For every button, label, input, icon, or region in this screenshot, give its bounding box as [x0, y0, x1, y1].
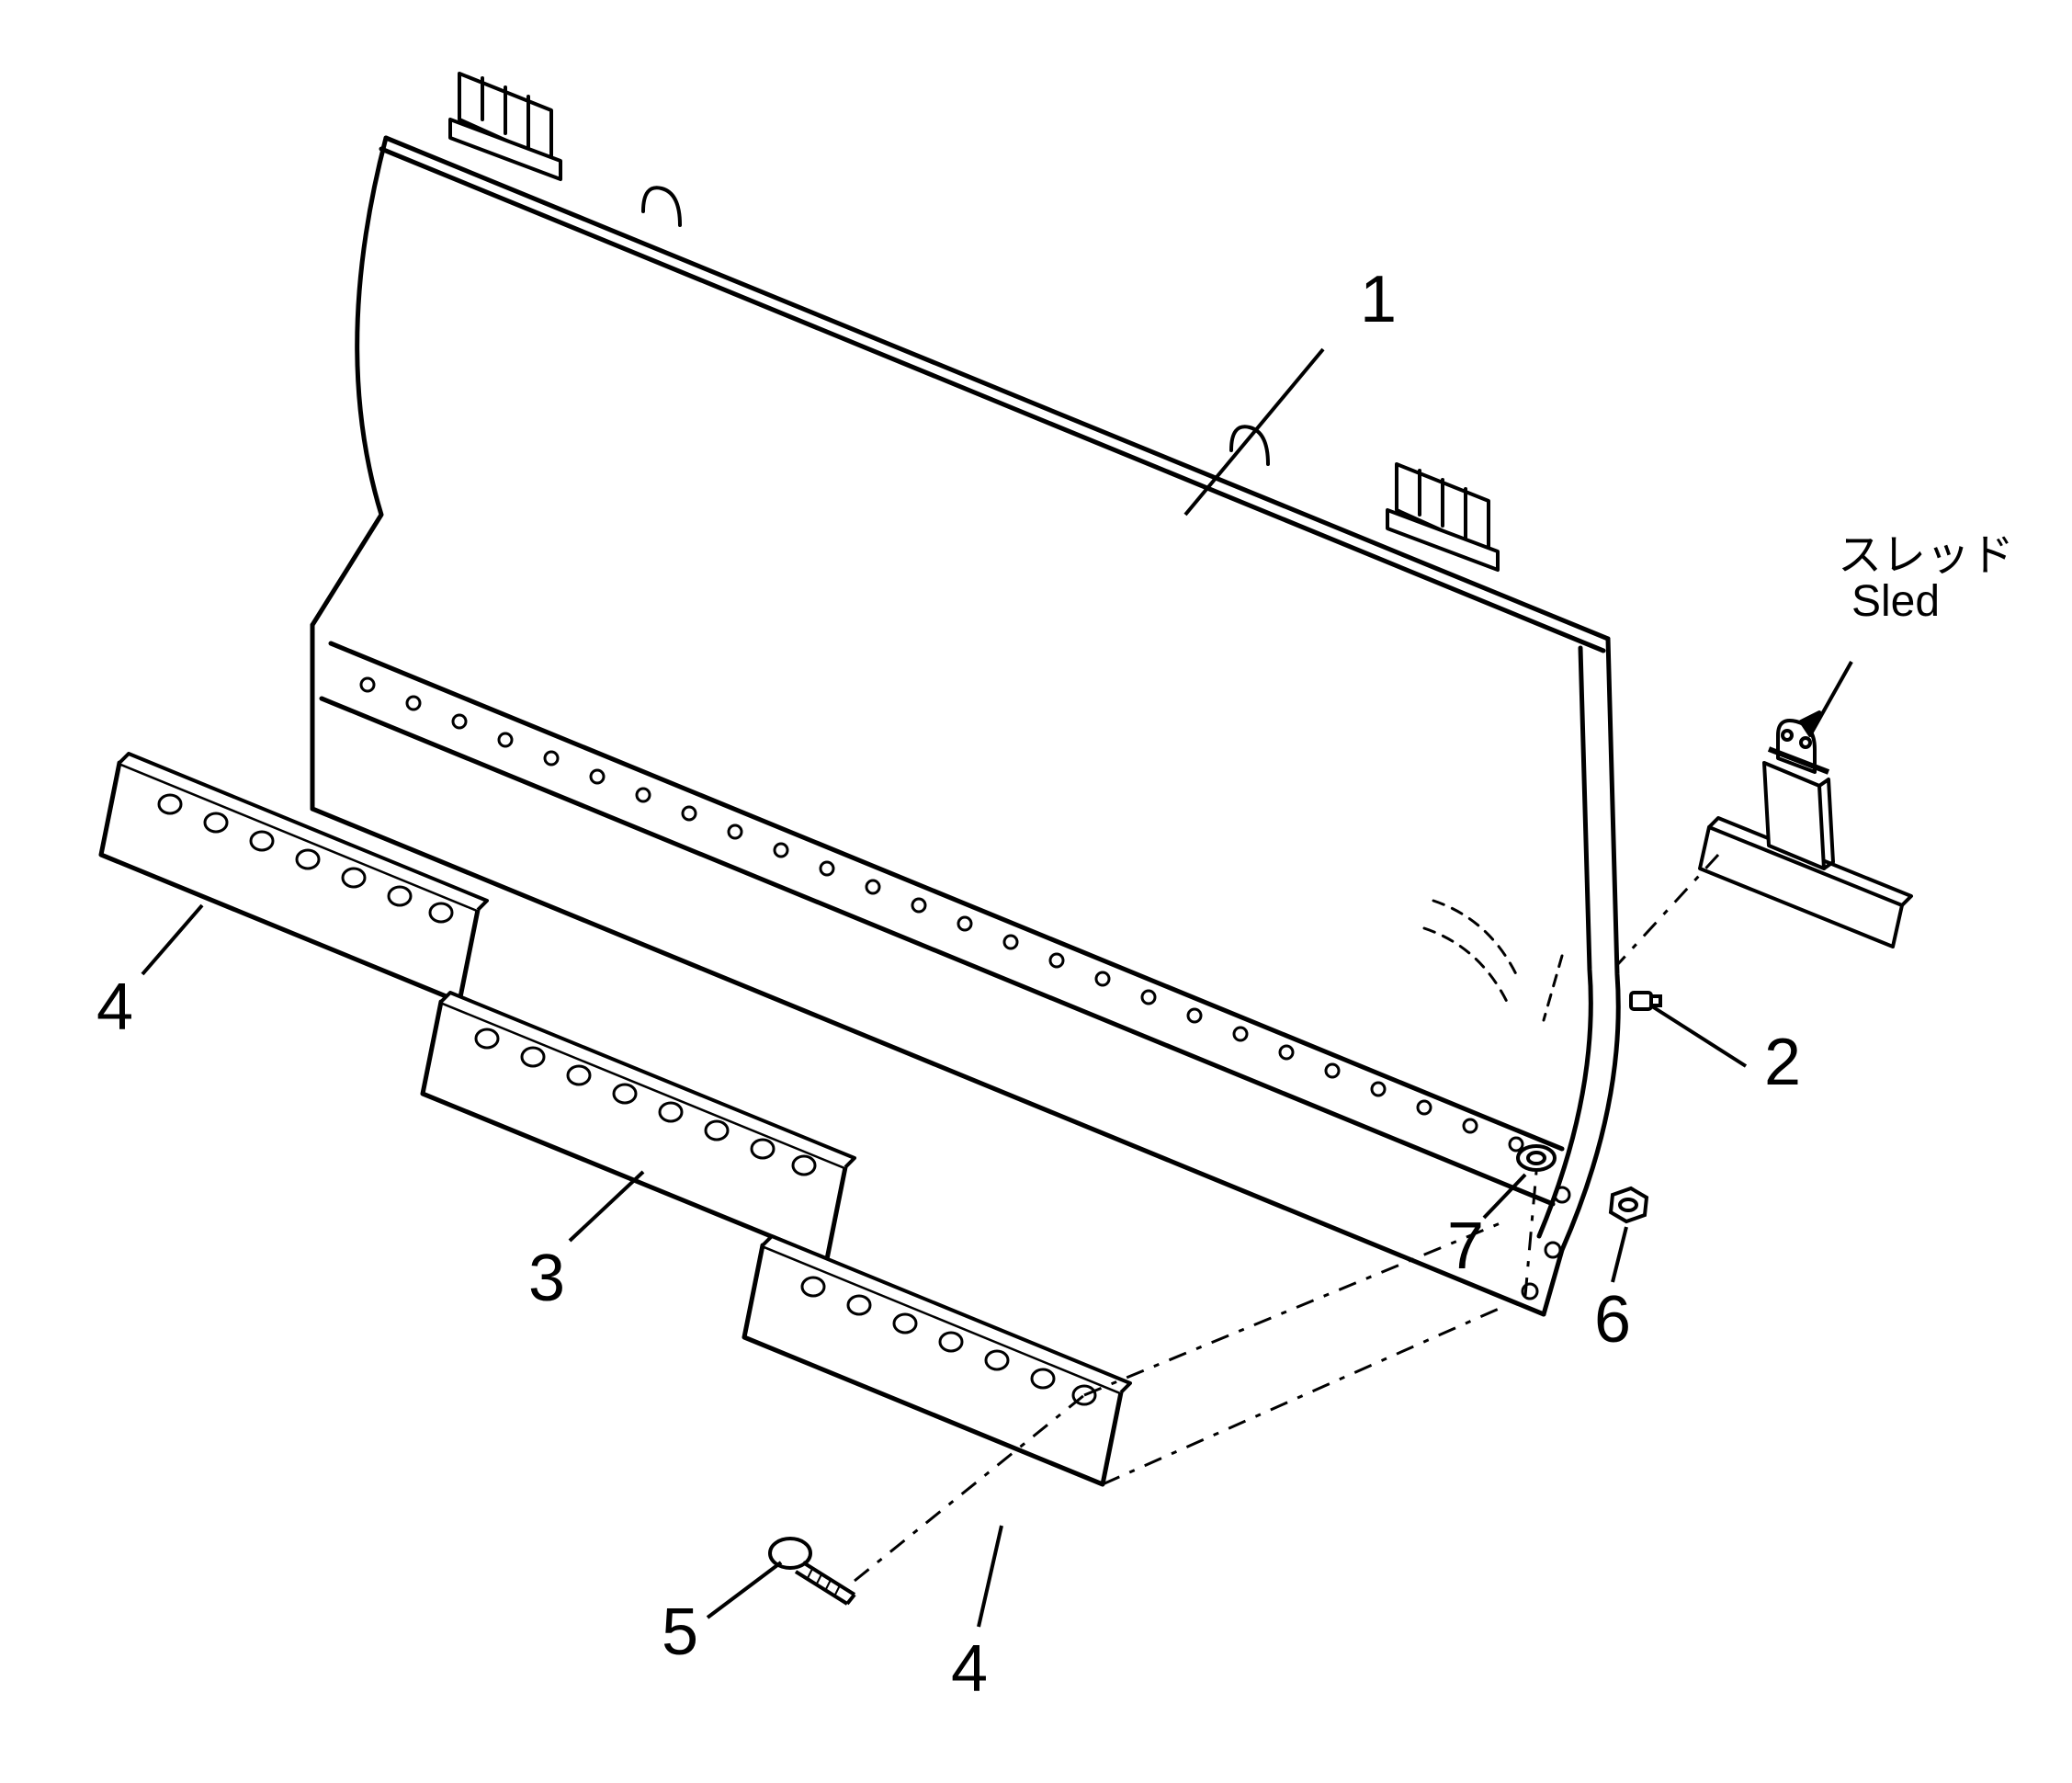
cutting-edge-end-left — [101, 754, 487, 1002]
nut — [1611, 1188, 1647, 1221]
washer — [1518, 1146, 1555, 1170]
sled-label-en: Sled — [1851, 577, 1940, 626]
callout-leaders — [142, 349, 1746, 1627]
sled — [1700, 662, 1911, 947]
cutting-edge-end-right — [744, 1236, 1130, 1484]
plow-bolt — [770, 1539, 855, 1604]
pin-bolt — [1631, 993, 1660, 1009]
callout-4a: 4 — [96, 971, 133, 1044]
cutting-edge-center — [423, 993, 855, 1259]
callout-5: 5 — [662, 1596, 698, 1669]
callout-2: 2 — [1764, 1026, 1801, 1099]
callout-1: 1 — [1360, 263, 1397, 336]
diagram-canvas: スレッド Sled — [0, 0, 2072, 1783]
callout-6: 6 — [1594, 1283, 1631, 1357]
cutting-edges — [101, 754, 1130, 1484]
sled-label-jp: スレッド — [1838, 531, 2014, 580]
callout-7: 7 — [1447, 1209, 1484, 1283]
callout-3: 3 — [528, 1242, 565, 1315]
callout-4b: 4 — [951, 1632, 988, 1706]
